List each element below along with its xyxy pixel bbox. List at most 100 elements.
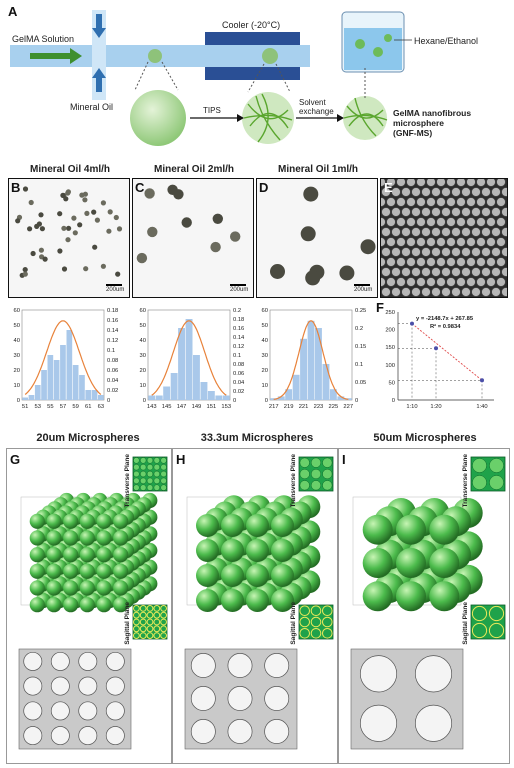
scaffold-pore (414, 704, 453, 742)
right-y-tick: 0.08 (107, 358, 118, 364)
panel-label-d: D (259, 180, 269, 195)
sem-sphere (491, 287, 501, 297)
microsphere (271, 589, 294, 612)
sem-sphere (436, 237, 446, 247)
sem-sphere (391, 207, 401, 217)
sem-sphere (501, 207, 507, 217)
right-y-tick: 0 (107, 398, 110, 404)
right-y-tick: 0.1 (107, 348, 115, 354)
sem-sphere (501, 187, 507, 197)
sem-sphere (456, 179, 466, 187)
sem-sphere (451, 247, 461, 257)
micrograph-c (132, 178, 254, 298)
microsphere (79, 530, 95, 546)
sem-sphere (391, 227, 401, 237)
microsphere (113, 513, 129, 529)
sem-sphere (396, 277, 406, 287)
microsphere (429, 514, 460, 545)
down-arrow-icon (92, 14, 106, 38)
microsphere-dot (66, 225, 72, 231)
inset-circle (153, 484, 160, 491)
sem-sphere (471, 227, 481, 237)
mineral-oil-label: Mineral Oil (70, 102, 114, 112)
right-y-tick: 0.04 (107, 378, 119, 384)
sem-sphere (406, 277, 416, 287)
left-y-tick: 50 (14, 323, 20, 329)
scale-c-label: 200um (230, 287, 249, 293)
microsphere (29, 513, 45, 529)
inset-circle (153, 477, 160, 484)
left-y-tick: 40 (262, 338, 268, 344)
scaffold-pore (264, 653, 290, 678)
sem-sphere (486, 277, 496, 287)
sem-sphere (401, 227, 411, 237)
microsphere (221, 589, 244, 612)
right-y-tick: 0.04 (233, 380, 245, 386)
schematic-diagram (10, 10, 412, 146)
sem-sphere (496, 237, 506, 247)
inset-circle (322, 605, 333, 616)
sem-sphere (421, 187, 431, 197)
right-y-tick: 0 (355, 398, 358, 404)
inset-circle (139, 611, 147, 619)
sem-sphere (406, 197, 416, 207)
sem-sphere (496, 197, 506, 207)
sem-sphere (491, 267, 501, 277)
right-y-tick: 0.18 (107, 308, 118, 314)
g-sagittal-label: Sagittal Plane (124, 602, 131, 645)
microsphere-dot (22, 271, 28, 277)
microsphere-dot (71, 215, 77, 221)
microsphere-dot (65, 237, 71, 243)
microsphere (96, 530, 112, 546)
sem-sphere (501, 247, 507, 257)
sem-sphere (381, 207, 391, 217)
sem-sphere (431, 187, 441, 197)
sem-sphere (471, 267, 481, 277)
sem-sphere (456, 217, 466, 227)
inset-circle (160, 625, 168, 633)
h-transverse-label: Transverse Plane (290, 454, 297, 508)
inset-circle (139, 632, 147, 640)
sem-sphere (396, 179, 406, 187)
microsphere (46, 563, 62, 579)
microsphere-dot (38, 247, 44, 253)
panel-label-h: H (176, 452, 186, 467)
sem-sphere (426, 237, 436, 247)
inset-circle (322, 628, 333, 639)
sem-sphere (391, 287, 401, 297)
microsphere (96, 563, 112, 579)
f-x-tick: 1:20 (430, 404, 441, 410)
right-y-tick: 0.1 (233, 353, 241, 359)
i-sagittal-label: Sagittal Plane (462, 602, 469, 645)
sem-sphere (476, 257, 486, 267)
inset-circle (299, 628, 310, 639)
inset-circle (140, 464, 147, 471)
microsphere (271, 564, 294, 587)
sem-sphere (501, 287, 507, 297)
inset-circle (146, 611, 154, 619)
sem-sphere (386, 237, 396, 247)
sem-sphere (466, 257, 476, 267)
microsphere (46, 513, 62, 529)
microsphere (196, 564, 219, 587)
inset-circle (133, 484, 140, 491)
left-y-tick: 0 (17, 398, 20, 404)
inset-circle (160, 457, 167, 464)
scaffold-pore (227, 686, 253, 711)
panel-label-f: F (376, 300, 384, 315)
inverse-opal-scaffold (350, 648, 464, 750)
scaffold-pore (23, 701, 43, 721)
microsphere (271, 514, 294, 537)
left-y-tick: 10 (140, 383, 146, 389)
sem-sphere (381, 277, 386, 287)
histogram-bar (72, 365, 79, 400)
f-y-tick: 0 (392, 398, 395, 404)
sem-sphere (456, 277, 466, 287)
microsphere (362, 514, 393, 545)
sem-sphere (436, 197, 446, 207)
x-tick: 227 (343, 404, 353, 410)
microsphere (246, 564, 269, 587)
microsphere-dot (106, 228, 112, 234)
sem-sphere (411, 267, 421, 277)
scaffold-pore (105, 676, 125, 696)
